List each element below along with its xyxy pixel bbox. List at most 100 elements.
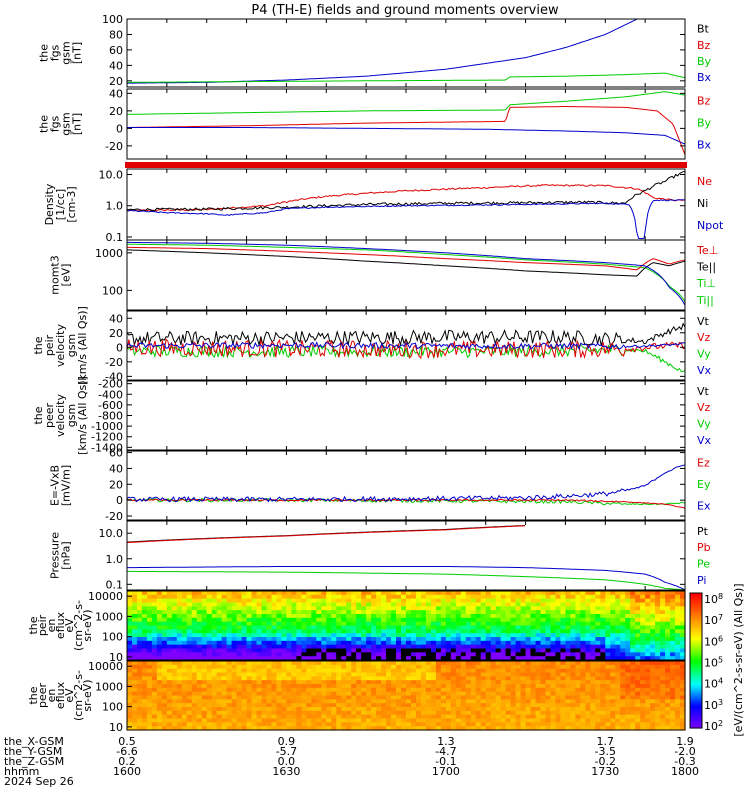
heatmap-cell [645,598,651,604]
heatmap-cell [171,656,178,661]
heatmap-cell [146,614,153,619]
heatmap-cell [420,644,427,650]
heatmap-cell [580,699,586,704]
heatmap-cell [391,598,397,604]
heatmap-cell [341,652,347,657]
heatmap-cell [171,617,178,623]
heatmap-cell [221,703,228,708]
heatmap-cell [346,680,352,685]
heatmap-cell [445,707,452,712]
heatmap-cell [401,621,407,627]
heatmap-cell [386,718,392,723]
heatmap-cell [555,661,562,666]
heatmap-cell [186,680,193,685]
heatmap-cell [396,617,402,623]
heatmap-cell [560,633,567,638]
heatmap-cell [311,691,317,697]
heatmap-cell [470,637,477,642]
ylabel-line: the [27,686,40,704]
heatmap-cell [625,633,631,638]
heatmap-cell [580,687,586,693]
heatmap-cell [675,668,681,674]
heatmap-cell [520,614,527,619]
heatmap-cell [321,676,327,681]
heatmap-cell [146,718,153,723]
heatmap-cell [166,718,173,723]
heatmap-cell [166,661,173,666]
heatmap-cell [406,637,412,642]
heatmap-cell [500,656,507,661]
heatmap-cell [326,664,332,670]
heatmap-cell [660,610,666,615]
heatmap-cell [600,699,606,704]
heatmap-cell [660,672,666,677]
heatmap-cell [331,652,337,657]
heatmap-cell [420,714,427,720]
heatmap-cell [660,640,666,646]
heatmap-cell [141,594,148,600]
heatmap-cell [236,687,243,693]
heatmap-cell [575,691,581,697]
heatmap-cell [595,614,601,619]
heatmap-cell [286,640,293,646]
heatmap-cell [625,714,631,720]
heatmap-cell [505,672,512,677]
heatmap-cell [226,640,233,646]
heatmap-cell [600,591,606,596]
heatmap-cell [246,707,253,712]
heatmap-cell [291,629,297,634]
heatmap-cell [381,710,387,716]
heatmap-cell [520,680,527,685]
heatmap-cell [665,726,671,731]
heatmap-cell [201,684,208,689]
colorbar-cell [690,649,702,653]
heatmap-cell [231,594,238,600]
heatmap-cell [575,637,581,642]
heatmap-cell [650,656,656,661]
heatmap-cell [455,621,462,627]
heatmap-cell [241,726,248,731]
heatmap-cell [346,661,352,666]
heatmap-cell [510,703,517,708]
heatmap-cell [560,687,567,693]
heatmap-cell [425,722,432,727]
heatmap-cell [410,614,417,619]
heatmap-cell [296,617,302,623]
heatmap-cell [535,606,542,611]
heatmap-cell [560,614,567,619]
heatmap-cell [465,633,472,638]
heatmap-cell [256,602,263,607]
heatmap-cell [286,602,293,607]
heatmap-cell [510,680,517,685]
heatmap-cell [271,703,278,708]
heatmap-cell [386,668,392,674]
heatmap-cell [585,684,591,689]
heatmap-cell [346,614,352,619]
heatmap-cell [545,633,552,638]
heatmap-cell [610,633,616,638]
heatmap-cell [151,614,158,619]
heatmap-cell [460,668,467,674]
heatmap-cell [276,617,283,623]
ytick-label: 1000 [95,247,123,260]
ylabel-line: velocity [54,324,67,367]
heatmap-cell [500,606,507,611]
heatmap-cell [221,637,228,642]
heatmap-cell [336,621,342,627]
heatmap-cell [301,598,307,604]
heatmap-cell [301,699,307,704]
heatmap-cell [351,656,357,661]
heatmap-cell [650,691,656,697]
heatmap-cell [351,591,357,596]
heatmap-cell [545,610,552,615]
heatmap-cell [131,617,138,623]
heatmap-cell [146,707,153,712]
heatmap-cell [331,591,337,596]
heatmap-cell [291,652,297,657]
heatmap-cell [560,591,567,596]
heatmap-cell [391,621,397,627]
heatmap-cell [470,640,477,646]
heatmap-cell [425,687,432,693]
heatmap-cell [246,606,253,611]
heatmap-cell [406,661,412,666]
